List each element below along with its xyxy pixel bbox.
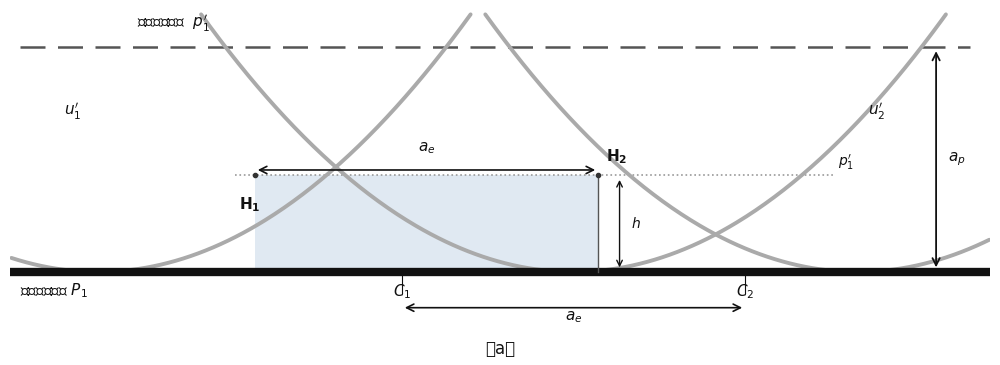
Text: 工件表面曲线 $P_1$: 工件表面曲线 $P_1$ [20, 281, 88, 300]
Text: $C_1$: $C_1$ [393, 283, 411, 301]
Text: $u_1'$: $u_1'$ [64, 100, 81, 122]
Text: $h$: $h$ [631, 216, 641, 231]
Text: 毛坏表面曲线  $p_1'$: 毛坏表面曲线 $p_1'$ [137, 12, 211, 34]
Text: $a_e$: $a_e$ [418, 140, 435, 155]
Text: $C_2$: $C_2$ [736, 283, 754, 301]
Bar [255, 175, 598, 272]
Text: $u_2'$: $u_2'$ [868, 100, 885, 122]
Text: $\mathbf{H_1}$: $\mathbf{H_1}$ [239, 195, 261, 214]
Text: $a_p$: $a_p$ [948, 150, 965, 168]
Text: $p_1'$: $p_1'$ [838, 153, 854, 172]
Text: $\mathbf{H_2}$: $\mathbf{H_2}$ [606, 148, 627, 166]
Text: $a_e$: $a_e$ [565, 310, 582, 325]
Text: （a）: （a） [485, 340, 515, 358]
